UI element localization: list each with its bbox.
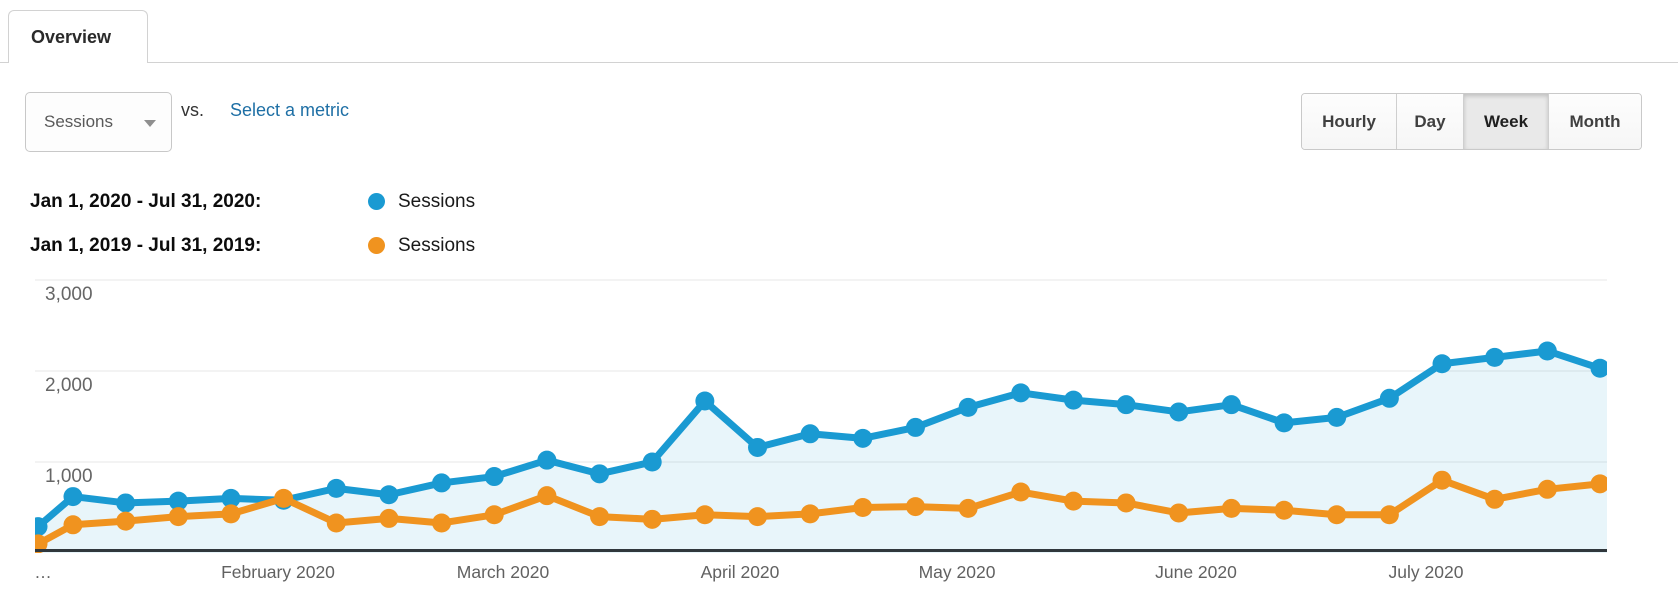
day-button[interactable]: Day xyxy=(1397,94,1464,149)
data-point[interactable] xyxy=(537,486,557,506)
data-point[interactable] xyxy=(1537,479,1557,499)
data-point[interactable] xyxy=(800,504,820,524)
data-point[interactable] xyxy=(116,511,136,531)
data-point[interactable] xyxy=(1221,395,1241,415)
select-a-metric-link[interactable]: Select a metric xyxy=(230,100,350,120)
data-point[interactable] xyxy=(379,485,399,505)
metric-selector-value: Sessions xyxy=(44,112,113,131)
data-point[interactable] xyxy=(1327,505,1347,525)
sessions-line-chart xyxy=(35,279,1607,553)
data-point[interactable] xyxy=(642,452,662,472)
data-point[interactable] xyxy=(1063,390,1083,410)
data-point[interactable] xyxy=(1590,474,1607,494)
series-area-fill xyxy=(35,350,1607,553)
data-point[interactable] xyxy=(221,504,241,524)
tab-divider xyxy=(0,62,1678,63)
data-point[interactable] xyxy=(1327,407,1347,427)
x-tick-label: July 2020 xyxy=(1388,562,1464,582)
data-point[interactable] xyxy=(1274,413,1294,433)
data-point[interactable] xyxy=(1590,358,1607,378)
data-point[interactable] xyxy=(1379,388,1399,408)
data-point[interactable] xyxy=(1169,503,1189,523)
data-point[interactable] xyxy=(1485,489,1505,509)
data-point[interactable] xyxy=(274,488,294,508)
data-point[interactable] xyxy=(63,515,83,535)
x-tick-label: June 2020 xyxy=(1155,562,1237,582)
legend-dot xyxy=(368,237,385,254)
x-tick-label: February 2020 xyxy=(221,562,335,582)
data-point[interactable] xyxy=(695,391,715,411)
data-point[interactable] xyxy=(800,424,820,444)
data-point[interactable] xyxy=(748,437,768,457)
x-tick-label: May 2020 xyxy=(918,562,996,582)
data-point[interactable] xyxy=(853,498,873,517)
data-point[interactable] xyxy=(1116,493,1136,513)
metric-selector-dropdown[interactable]: Sessions xyxy=(25,92,172,152)
data-point[interactable] xyxy=(1537,341,1557,361)
data-point[interactable] xyxy=(35,517,48,537)
data-point[interactable] xyxy=(537,450,557,470)
legend-dot xyxy=(368,193,385,210)
data-point[interactable] xyxy=(484,467,504,487)
data-point[interactable] xyxy=(1432,470,1452,490)
legend-date-range: Jan 1, 2020 - Jul 31, 2020: xyxy=(30,191,262,212)
legend-date-range: Jan 1, 2019 - Jul 31, 2019: xyxy=(30,235,262,256)
data-point[interactable] xyxy=(748,507,768,527)
hourly-button[interactable]: Hourly xyxy=(1302,94,1397,149)
data-point[interactable] xyxy=(1011,482,1031,502)
data-point[interactable] xyxy=(168,507,188,527)
data-point[interactable] xyxy=(853,428,873,448)
data-point[interactable] xyxy=(958,397,978,417)
data-point[interactable] xyxy=(1116,395,1136,415)
y-axis-label: 1,000 xyxy=(45,466,93,487)
data-point[interactable] xyxy=(1379,505,1399,525)
data-point[interactable] xyxy=(695,505,715,525)
chart: 1,000 2,000 3,000 … February 2020 March 2020 A… xyxy=(34,255,1607,582)
data-point[interactable] xyxy=(221,488,241,508)
x-tick-label: … xyxy=(34,562,52,582)
data-point[interactable] xyxy=(1432,354,1452,374)
data-point[interactable] xyxy=(116,493,136,513)
data-point[interactable] xyxy=(590,507,610,527)
month-button[interactable]: Month xyxy=(1549,94,1641,149)
data-point[interactable] xyxy=(484,505,504,525)
legend-series-label: Sessions xyxy=(398,235,476,256)
data-point[interactable] xyxy=(168,491,188,511)
x-tick-label: March 2020 xyxy=(456,562,550,582)
data-point[interactable] xyxy=(432,473,452,493)
data-point[interactable] xyxy=(590,464,610,484)
data-point[interactable] xyxy=(1485,347,1505,367)
data-point[interactable] xyxy=(432,513,452,533)
data-point[interactable] xyxy=(1169,402,1189,422)
data-point[interactable] xyxy=(326,478,346,498)
week-button[interactable]: Week xyxy=(1464,94,1549,149)
data-point[interactable] xyxy=(1221,498,1241,518)
caret-down-icon xyxy=(144,120,156,127)
data-point[interactable] xyxy=(1274,500,1294,520)
y-axis-label: 3,000 xyxy=(45,284,93,305)
vs-label: vs. xyxy=(181,100,205,120)
data-point[interactable] xyxy=(905,497,925,517)
legend-series-label: Sessions xyxy=(398,191,476,212)
tab-overview[interactable]: Overview xyxy=(8,10,148,63)
legend-row-current: Jan 1, 2020 - Jul 31, 2020: Sessions xyxy=(30,190,475,214)
granularity-button-group: Hourly Day Week Month xyxy=(1301,93,1642,150)
data-point[interactable] xyxy=(379,508,399,528)
y-axis-label: 2,000 xyxy=(45,375,93,396)
data-point[interactable] xyxy=(642,509,662,529)
x-tick-label: April 2020 xyxy=(700,562,780,582)
data-point[interactable] xyxy=(35,534,48,553)
data-point[interactable] xyxy=(63,487,83,507)
data-point[interactable] xyxy=(1063,491,1083,511)
data-point[interactable] xyxy=(905,417,925,437)
data-point[interactable] xyxy=(958,498,978,518)
data-point[interactable] xyxy=(1011,383,1031,403)
legend-row-previous: Jan 1, 2019 - Jul 31, 2019: Sessions xyxy=(30,234,475,258)
data-point[interactable] xyxy=(326,513,346,533)
